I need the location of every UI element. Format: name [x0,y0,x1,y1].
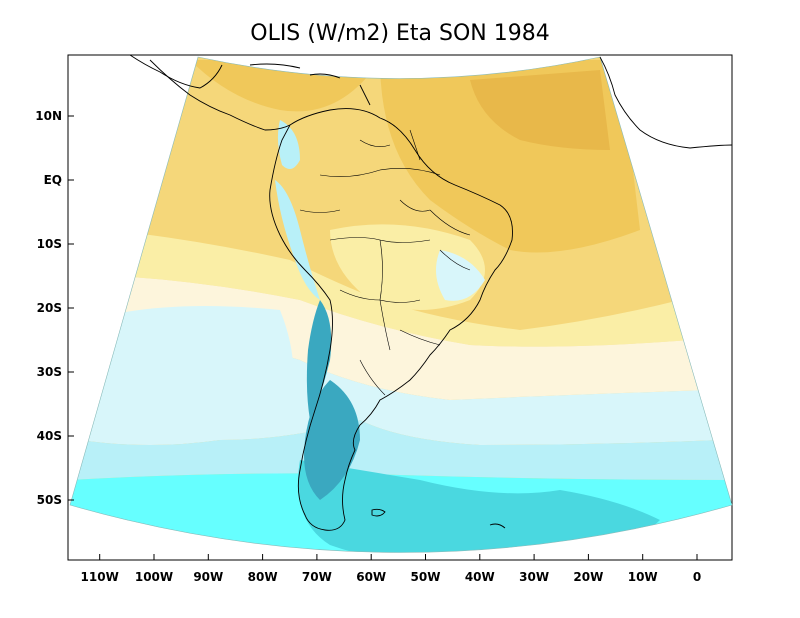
band-light-cyan-andes-north [275,180,320,300]
lon-tick-label: 20W [573,570,603,584]
falkland-islands [371,508,386,517]
lat-tick-label: 20S [37,301,62,315]
lon-tick-label: 50W [411,570,441,584]
country-borders [299,129,471,396]
lat-tick-label: 10S [37,237,62,251]
band-pale-cyan-west [100,306,294,405]
band-cream [90,275,710,400]
mexico-coastline [129,55,223,89]
coastlines [129,55,732,531]
band-light-cyan-brazil-east [436,250,485,301]
lat-tick-label: 50S [37,493,62,507]
lon-tick-label: 90W [193,570,223,584]
lon-tick-label: 70W [302,570,332,584]
band-darkest-orange-atlantic [470,70,610,150]
lon-tick-label: 10W [628,570,658,584]
band-light-cyan-colombia [277,120,300,169]
central-america-coastline [149,59,291,131]
lon-tick-label: 110W [81,570,119,584]
latitude-axis: 10N EQ 10S 20S 30S 40S 50S [35,109,74,507]
model-domain-outline [69,56,733,553]
longitude-axis: 110W 100W 90W 80W 70W 60W 50W 40W 30W 20W 10W 0 [81,554,701,584]
band-light-cyan [70,420,730,480]
band-light-yellow [100,230,690,347]
band-dark-teal-andes [306,300,332,420]
lon-tick-label: 0 [693,570,701,584]
south-america-coastline [269,108,513,531]
lat-tick-label: 10N [35,109,62,123]
lon-tick-label: 100W [135,570,173,584]
south-georgia [489,523,506,529]
lon-tick-label: 80W [248,570,278,584]
map-title: OLIS (W/m2) Eta SON 1984 [250,21,550,46]
caribbean-islands [249,63,371,106]
lon-tick-label: 40W [465,570,495,584]
lat-tick-label: 40S [37,429,62,443]
lon-tick-label: 30W [519,570,549,584]
africa-coastline [599,56,732,149]
olis-field [70,57,732,553]
lat-tick-label: 30S [37,365,62,379]
lon-tick-label: 60W [356,570,386,584]
lat-tick-label: EQ [44,173,62,187]
band-teal-patagonia [304,380,360,500]
